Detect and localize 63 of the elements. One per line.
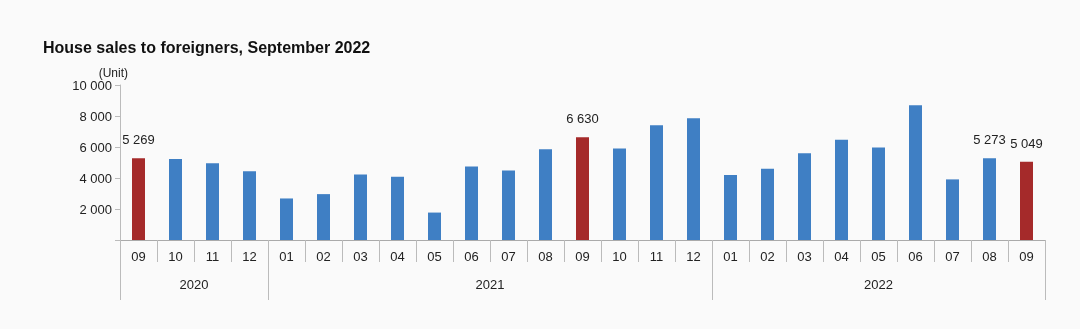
bar (1020, 161, 1033, 240)
y-axis-title: (Unit) (98, 65, 128, 80)
x-tick-label: 03 (353, 249, 368, 264)
x-tick-label: 06 (908, 249, 923, 264)
x-tick-label: 01 (279, 249, 294, 264)
x-tick-label: 05 (427, 249, 442, 264)
x-tick-label: 06 (464, 249, 479, 264)
data-label: 5 273 (973, 132, 1006, 148)
x-tick-label: 08 (982, 249, 997, 264)
x-tick-label: 03 (797, 249, 812, 264)
x-tick-label: 12 (242, 249, 257, 264)
y-tick-label: 6 000 (79, 139, 112, 155)
chart-title: House sales to foreigners, September 2022 (43, 38, 371, 56)
bar (539, 149, 552, 240)
bar (650, 125, 663, 240)
bar (724, 175, 737, 240)
bar (872, 147, 885, 240)
bar (428, 212, 441, 240)
y-tick-label: 2 000 (79, 201, 112, 217)
x-tick-label: 09 (1019, 249, 1034, 264)
x-tick-label: 11 (649, 249, 664, 264)
bar (502, 170, 515, 240)
x-tick-label: 07 (501, 249, 516, 264)
bar (761, 168, 774, 240)
data-label: 5 049 (1010, 135, 1043, 151)
bar (946, 179, 959, 240)
bar (835, 139, 848, 240)
bar (280, 198, 293, 240)
x-tick-label: 12 (686, 249, 701, 264)
y-tick-label: 4 000 (79, 170, 112, 186)
x-tick-label: 10 (612, 249, 627, 264)
x-tick-label: 02 (760, 249, 775, 264)
bar (354, 174, 367, 240)
data-label: 6 630 (566, 111, 599, 127)
x-tick-label: 02 (316, 249, 331, 264)
bar (169, 159, 182, 240)
text: 2021 (475, 277, 505, 292)
x-tick-label: 11 (205, 249, 220, 264)
bar (391, 176, 404, 240)
text: 2022 (864, 277, 893, 292)
text: 2020 (179, 277, 209, 292)
bar (317, 194, 330, 240)
bar (206, 163, 219, 240)
x-tick-label: 09 (131, 249, 146, 264)
x-tick-label: 01 (723, 249, 738, 264)
bar (132, 158, 145, 240)
bar (243, 171, 256, 240)
bar (576, 137, 589, 240)
x-tick-label: 10 (168, 249, 183, 264)
x-tick-label: 04 (390, 249, 405, 264)
data-label: 5 269 (122, 132, 155, 148)
x-tick-label: 04 (834, 249, 849, 264)
bar (687, 118, 700, 240)
y-tick-label: 8 000 (79, 108, 112, 124)
x-tick-label: 08 (538, 249, 553, 264)
bar (798, 153, 811, 240)
x-tick-label: 07 (945, 249, 960, 264)
bar (465, 166, 478, 240)
bar (909, 105, 922, 240)
bar (613, 148, 626, 240)
x-tick-label: 09 (575, 249, 590, 264)
x-tick-label: 05 (871, 249, 886, 264)
bar (983, 158, 996, 240)
